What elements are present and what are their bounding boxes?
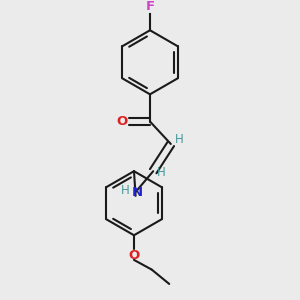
Text: H: H — [121, 184, 130, 197]
Text: H: H — [175, 133, 183, 146]
Text: O: O — [128, 249, 140, 262]
Text: N: N — [131, 185, 142, 199]
Text: H: H — [157, 166, 166, 179]
Text: O: O — [116, 115, 128, 128]
Text: F: F — [146, 0, 154, 13]
